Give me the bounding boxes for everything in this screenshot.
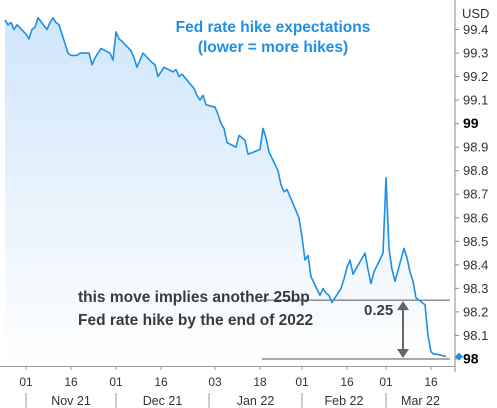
y-tick-label: 98.2 xyxy=(463,304,488,319)
x-tick-label: 03 xyxy=(208,375,222,389)
y-tick-label: 98 xyxy=(463,350,479,366)
delta-label: 0.25 xyxy=(364,302,393,319)
y-tick-label: 98.7 xyxy=(463,187,488,202)
x-tick-label: 01 xyxy=(109,375,123,389)
chart-title-line-1: Fed rate hike expectations xyxy=(176,19,371,36)
y-tick-label: 99.3 xyxy=(463,46,488,61)
y-tick-label: 99.1 xyxy=(463,93,488,108)
x-tick-label: 01 xyxy=(295,375,309,389)
y-tick-label: 99.4 xyxy=(463,22,488,37)
x-month-label: Feb 22 xyxy=(325,394,364,408)
annotation-line-1: this move implies another 25bp xyxy=(78,289,310,306)
y-tick-label: 98.9 xyxy=(463,140,488,155)
x-tick-label: 18 xyxy=(253,375,267,389)
y-tick-label: 98.1 xyxy=(463,328,488,343)
x-axis-ticks: 01 16 01 16 03 18 01 16 01 16 xyxy=(19,366,438,389)
x-tick-label: 01 xyxy=(19,375,33,389)
y-tick-label: 98.5 xyxy=(463,234,488,249)
y-tick-label: 98.6 xyxy=(463,210,488,225)
area-fill-layer xyxy=(5,17,446,367)
x-tick-label: 16 xyxy=(64,375,78,389)
y-tick-label: 98.4 xyxy=(463,257,488,272)
chart-title-line-2: (lower = more hikes) xyxy=(198,39,348,56)
delta-arrow xyxy=(397,301,409,358)
x-month-label: Dec 21 xyxy=(143,394,183,408)
x-tick-label: 16 xyxy=(154,375,168,389)
x-tick-label: 16 xyxy=(340,375,354,389)
axes xyxy=(0,0,456,372)
series-line xyxy=(4,17,447,358)
y-tick-label: 99 xyxy=(463,115,479,131)
x-month-label: Nov 21 xyxy=(51,394,91,408)
series-area xyxy=(5,17,446,367)
y-tick-label: 98.3 xyxy=(463,281,488,296)
delta-arrow-head-down xyxy=(397,348,409,358)
y-tick-label: 99.2 xyxy=(463,69,488,84)
y-axis-ticks: 98 98.1 98.2 98.3 98.4 98.5 98.6 98.7 98.8 98.9 99… xyxy=(455,22,488,366)
x-axis-months: Nov 21 Dec 21 Jan 22 Feb 22 Mar 22 xyxy=(25,393,440,408)
x-tick-label: 01 xyxy=(379,375,393,389)
x-month-label: Mar 22 xyxy=(401,394,440,408)
delta-arrow-head-up xyxy=(397,301,409,311)
x-month-label: Jan 22 xyxy=(237,394,275,408)
x-tick-label: 16 xyxy=(424,375,438,389)
y-axis-unit: USD xyxy=(462,6,489,21)
annotation-line-2: Fed rate hike by the end of 2022 xyxy=(78,312,313,329)
y-tick-label: 98.8 xyxy=(463,163,488,178)
